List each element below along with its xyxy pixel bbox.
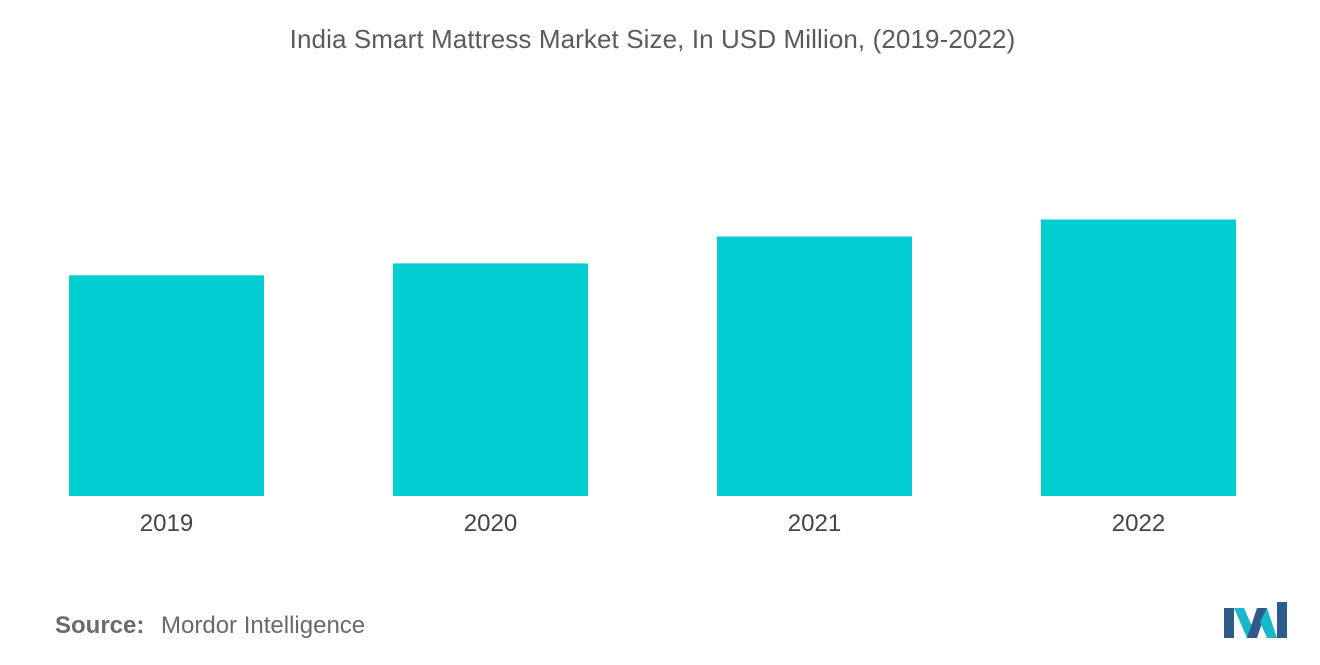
- x-tick-label-2019: 2019: [140, 510, 193, 537]
- x-tick-label-2020: 2020: [464, 510, 517, 537]
- chart-title: India Smart Mattress Market Size, In USD…: [289, 24, 1016, 54]
- source-label: Source:: [55, 612, 145, 639]
- source-value: Mordor Intelligence: [161, 612, 366, 639]
- bar-2021: [717, 236, 912, 496]
- bar-2022: [1041, 219, 1236, 496]
- mordor-intelligence-logo-icon: [1224, 602, 1287, 638]
- bar-2019: [69, 275, 264, 496]
- source-line: Source: Mordor Intelligence: [55, 612, 365, 640]
- x-tick-label-2021: 2021: [788, 510, 841, 537]
- x-tick-label-2022: 2022: [1112, 510, 1165, 537]
- bar-2020: [393, 263, 588, 496]
